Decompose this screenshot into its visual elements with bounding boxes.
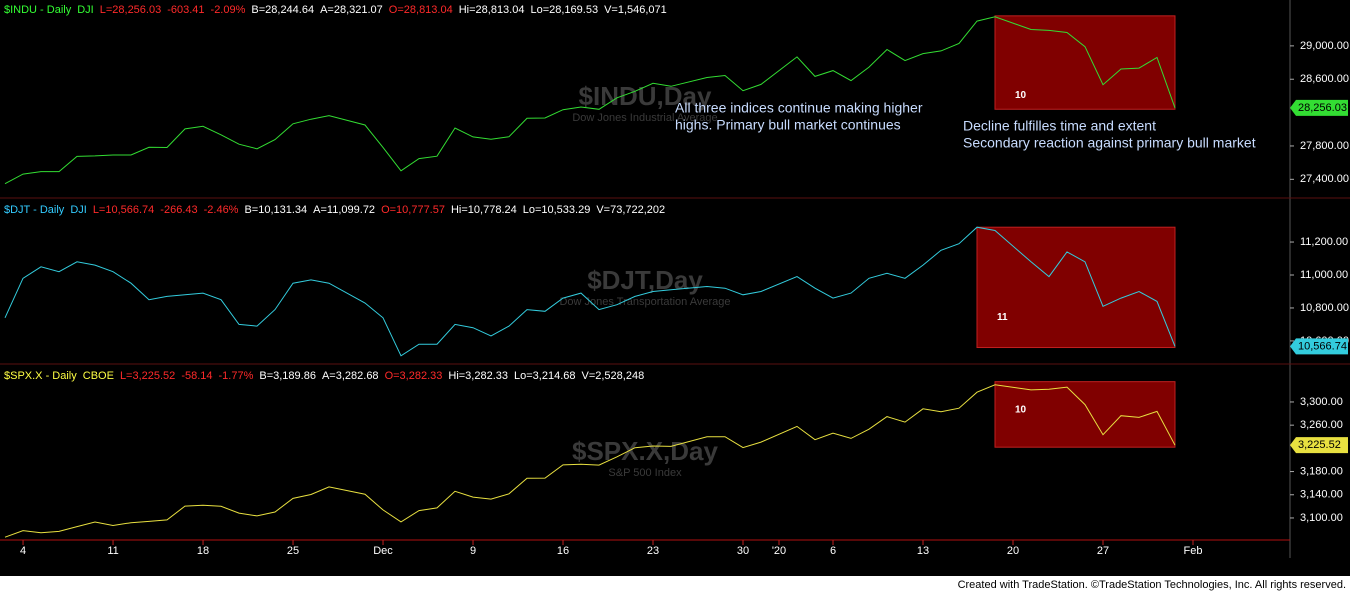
x-tick-label: 25 — [287, 545, 299, 557]
watermark-sub: Dow Jones Industrial Average — [572, 112, 717, 124]
x-tick-label: 4 — [20, 545, 26, 557]
highlight-box — [994, 381, 1176, 448]
header-item: Hi=28,813.04 — [459, 4, 525, 16]
header-item: Lo=3,214.68 — [514, 370, 575, 382]
x-tick-label: 20 — [1007, 545, 1019, 557]
header-item: -603.41 — [167, 4, 204, 16]
y-tick-label: 3,100.00 — [1300, 512, 1343, 524]
annotation: All three indices continue making higher — [675, 100, 923, 116]
y-tick-label: 11,000.00 — [1300, 269, 1348, 281]
x-tick-label: 27 — [1097, 545, 1109, 557]
header-item: $DJT - Daily — [4, 204, 65, 216]
last-price-tag — [1290, 437, 1348, 454]
header-item: DJI — [77, 4, 94, 16]
header-item: V=1,546,071 — [604, 4, 667, 16]
header-item: Lo=10,533.29 — [523, 204, 591, 216]
box-label: 10 — [1015, 404, 1027, 415]
header-item: B=3,189.86 — [259, 370, 316, 382]
x-tick-label: 23 — [647, 545, 659, 557]
header-item: O=3,282.33 — [385, 370, 443, 382]
header-item: O=10,777.57 — [381, 204, 445, 216]
watermark: $INDU,Day — [579, 81, 712, 111]
header-item: -2.46% — [204, 204, 239, 216]
header-item: Hi=10,778.24 — [451, 204, 517, 216]
header-item: -266.43 — [160, 204, 197, 216]
y-tick-label: 3,180.00 — [1300, 465, 1343, 477]
y-tick-label: 3,260.00 — [1300, 419, 1343, 431]
box-label: 11 — [997, 312, 1008, 323]
watermark-sub: Dow Jones Transportation Average — [559, 296, 730, 308]
last-price-label: 28,256.03 — [1298, 102, 1347, 114]
y-tick-label: 27,400.00 — [1300, 173, 1349, 185]
header-item: B=28,244.64 — [251, 4, 314, 16]
footer-band — [0, 576, 1350, 592]
header-item: A=11,099.72 — [313, 204, 375, 216]
header-item: DJI — [70, 204, 87, 216]
panel-header: $SPX.X - Daily CBOE L=3,225.52 -58.14 -1.77%… — [4, 370, 644, 382]
x-tick-label: '20 — [772, 545, 786, 557]
watermark-sub: S&P 500 Index — [608, 467, 682, 479]
last-price-tag — [1290, 338, 1348, 355]
annotation: highs. Primary bull market continues — [675, 117, 901, 133]
annotation: Decline fulfilles time and extent — [963, 118, 1156, 134]
x-tick-label: 16 — [557, 545, 569, 557]
header-item: $INDU - Daily — [4, 4, 72, 16]
price-line — [4, 16, 1176, 185]
header-item: B=10,131.34 — [244, 204, 307, 216]
header-item: Hi=3,282.33 — [448, 370, 508, 382]
header-item: -58.14 — [181, 370, 212, 382]
panel-header: $DJT - Daily DJI L=10,566.74 -266.43 -2.46% B… — [4, 204, 665, 216]
x-tick-label: 6 — [830, 545, 836, 557]
x-tick-label: Dec — [373, 545, 393, 557]
watermark: $SPX.X,Day — [572, 436, 719, 466]
x-tick-label: Feb — [1184, 545, 1203, 557]
header-item: A=28,321.07 — [320, 4, 383, 16]
price-line — [4, 384, 1176, 538]
y-tick-label: 27,800.00 — [1300, 140, 1349, 152]
annotation: Secondary reaction against primary bull … — [963, 135, 1256, 151]
header-item: L=10,566.74 — [93, 204, 154, 216]
header-item: CBOE — [83, 370, 114, 382]
x-tick-label: 11 — [107, 545, 118, 557]
header-item: V=2,528,248 — [582, 370, 645, 382]
box-label: 10 — [1015, 90, 1027, 101]
header-item: $SPX.X - Daily — [4, 370, 77, 382]
y-tick-label: 3,140.00 — [1300, 489, 1343, 501]
highlight-box — [994, 15, 1176, 110]
header-item: Lo=28,169.53 — [530, 4, 598, 16]
y-tick-label: 10,800.00 — [1300, 302, 1349, 314]
x-tick-label: 30 — [737, 545, 749, 557]
header-item: -1.77% — [219, 370, 254, 382]
header-item: L=28,256.03 — [100, 4, 161, 16]
header-item: O=28,813.04 — [389, 4, 453, 16]
y-tick-label: 28,600.00 — [1300, 73, 1349, 85]
price-line — [4, 226, 1176, 357]
header-item: -2.09% — [211, 4, 246, 16]
header-item: V=73,722,202 — [596, 204, 665, 216]
footer: Created with TradeStation. ©TradeStation… — [958, 579, 1346, 591]
panel-header: $INDU - Daily DJI L=28,256.03 -603.41 -2.09%… — [4, 4, 667, 16]
highlight-box — [976, 226, 1176, 349]
last-price-tag — [1290, 99, 1348, 116]
last-price-label: 3,225.52 — [1298, 439, 1341, 451]
header-item: L=3,225.52 — [120, 370, 175, 382]
x-tick-label: 13 — [917, 545, 929, 557]
y-tick-label: 29,000.00 — [1300, 40, 1349, 52]
y-tick-label: 11,200.00 — [1300, 236, 1348, 248]
x-tick-label: 18 — [197, 545, 209, 557]
x-tick-label: 9 — [470, 545, 476, 557]
header-item: A=3,282.68 — [322, 370, 379, 382]
watermark: $DJT,Day — [587, 265, 703, 295]
y-tick-label: 3,300.00 — [1300, 396, 1343, 408]
last-price-label: 10,566.74 — [1298, 340, 1347, 352]
